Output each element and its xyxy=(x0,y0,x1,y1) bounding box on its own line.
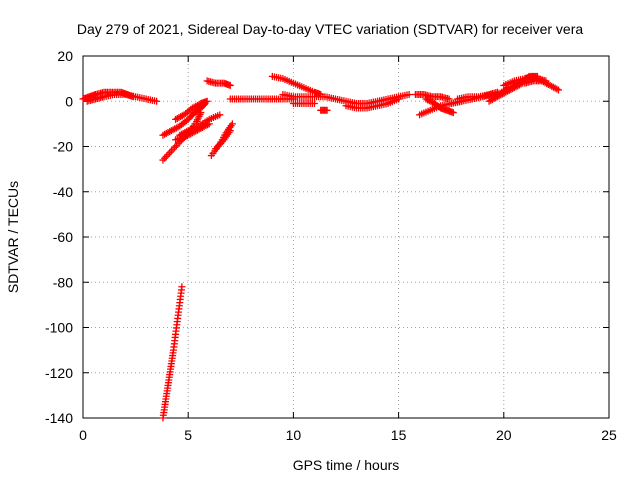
plot-frame xyxy=(82,55,610,419)
x-tick-label: 20 xyxy=(496,427,512,443)
series-seg5 xyxy=(172,97,211,123)
y-tick-labels: -140 -120 -100 -80 -60 -40 -20 0 20 xyxy=(45,48,73,426)
data-point xyxy=(310,100,318,108)
x-axis-label: GPS time / hours xyxy=(293,457,400,473)
x-tick-label: 5 xyxy=(184,427,192,443)
y-tick-label: -100 xyxy=(45,320,73,336)
x-tick-labels: 0 5 10 15 20 25 xyxy=(79,427,617,443)
y-axis-label: SDTVAR / TECUs xyxy=(5,181,21,293)
x-tick-label: 15 xyxy=(391,427,407,443)
series-seg11 xyxy=(226,95,297,103)
y-tick-label: 20 xyxy=(57,48,73,64)
data-point xyxy=(555,86,563,94)
series-seg26 xyxy=(525,72,550,85)
data-point xyxy=(226,81,234,89)
y-tick-label: -20 xyxy=(53,139,73,155)
series-seg7 xyxy=(176,111,224,139)
grid xyxy=(83,56,609,418)
data-point xyxy=(153,97,161,105)
series-seg8 xyxy=(203,77,234,89)
data-point xyxy=(542,77,550,85)
data-point xyxy=(178,283,186,291)
data-point xyxy=(395,95,403,103)
series-seg15 xyxy=(317,106,331,114)
data-points xyxy=(79,72,563,422)
data-point xyxy=(449,109,457,117)
data-point xyxy=(183,128,191,136)
series-seg27 xyxy=(159,283,186,422)
x-tick-label: 25 xyxy=(601,427,617,443)
series-seg19 xyxy=(422,95,457,117)
y-tick-label: -60 xyxy=(53,229,73,245)
data-point xyxy=(203,97,211,105)
chart-title: Day 279 of 2021, Sidereal Day-to-day VTE… xyxy=(77,21,583,37)
y-tick-label: -120 xyxy=(45,365,73,381)
series-seg14 xyxy=(289,100,318,108)
x-tick-label: 0 xyxy=(79,427,87,443)
data-point xyxy=(226,127,234,135)
series-seg10 xyxy=(212,127,234,153)
y-tick-label: -40 xyxy=(53,184,73,200)
x-tick-label: 10 xyxy=(286,427,302,443)
data-point xyxy=(405,90,413,98)
series-seg2 xyxy=(83,90,161,105)
series-seg16 xyxy=(342,95,403,112)
y-tick-label: 0 xyxy=(65,93,73,109)
data-point xyxy=(228,120,236,128)
data-point xyxy=(216,111,224,119)
axis-ticks xyxy=(82,55,610,419)
y-tick-label: -80 xyxy=(53,274,73,290)
data-point xyxy=(553,85,561,93)
data-point xyxy=(323,106,331,114)
y-tick-label: -140 xyxy=(45,410,73,426)
